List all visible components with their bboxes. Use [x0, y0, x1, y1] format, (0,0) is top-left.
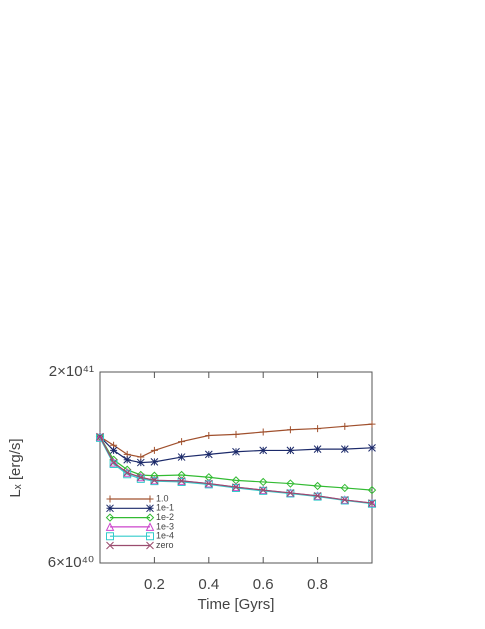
x-tick-label: 0.6 [253, 576, 274, 593]
legend-marker [106, 532, 114, 541]
legend-marker [146, 541, 154, 550]
legend-marker [145, 522, 155, 531]
legend-label: 1e-2 [156, 512, 174, 522]
y-axis-label: Lₓ [erg/s] [7, 438, 24, 497]
legend-label: 1e-4 [156, 531, 174, 541]
marker [232, 430, 240, 438]
marker [232, 447, 240, 456]
marker [286, 446, 295, 455]
marker [150, 446, 158, 454]
marker [150, 471, 159, 480]
legend-marker [146, 532, 154, 541]
marker [136, 473, 145, 482]
marker [313, 481, 322, 491]
marker [314, 425, 322, 433]
marker [286, 426, 294, 434]
legend-marker [145, 513, 155, 522]
legend-label: 1e-1 [156, 503, 174, 513]
marker [368, 443, 376, 452]
marker [109, 459, 118, 468]
marker [123, 455, 132, 464]
marker [96, 432, 104, 441]
marker [177, 477, 186, 486]
x-axis-label: Time [Gyrs] [198, 596, 275, 613]
legend-marker [146, 504, 154, 513]
legend-label: 1e-3 [156, 521, 174, 531]
marker [259, 446, 268, 455]
marker [123, 470, 132, 479]
marker [258, 477, 268, 487]
marker [204, 450, 213, 459]
marker [204, 479, 213, 488]
marker [177, 453, 186, 461]
plot-frame [99, 371, 373, 564]
legend-label: zero [156, 540, 174, 550]
marker [204, 480, 213, 489]
legend-marker [106, 541, 114, 550]
marker [367, 485, 377, 495]
marker [368, 420, 376, 428]
y-tick-label: 2×10⁴¹ [49, 363, 94, 380]
marker [368, 499, 376, 507]
marker [340, 445, 349, 453]
marker [313, 445, 322, 453]
marker [109, 458, 118, 467]
marker [178, 438, 186, 446]
marker [259, 428, 267, 436]
marker [123, 468, 132, 477]
legend-marker [146, 495, 154, 503]
marker [340, 496, 349, 505]
series-line [99, 436, 373, 504]
marker [341, 422, 349, 430]
legend-marker [105, 513, 115, 522]
x-tick-label: 0.4 [198, 576, 219, 593]
marker [95, 432, 105, 441]
x-tick-label: 0.2 [144, 576, 165, 593]
legend-marker [105, 522, 115, 531]
marker [109, 457, 118, 467]
marker [340, 483, 350, 493]
legend-marker [106, 495, 114, 503]
legend-marker [106, 504, 114, 513]
series-line [99, 436, 373, 504]
marker [150, 477, 159, 486]
marker [259, 486, 268, 494]
marker [177, 477, 186, 485]
y-tick-label: 6×10⁴⁰ [48, 554, 94, 571]
marker [259, 486, 268, 495]
marker [313, 492, 322, 500]
marker [232, 483, 240, 491]
marker [136, 474, 145, 483]
marker [136, 458, 145, 467]
marker [286, 489, 295, 497]
marker [96, 433, 104, 442]
legend-label: 1.0 [156, 493, 169, 503]
marker [150, 458, 159, 466]
marker [368, 499, 376, 508]
marker [286, 489, 295, 498]
marker [232, 483, 240, 492]
x-tick-label: 0.8 [307, 576, 328, 593]
marker [205, 432, 213, 440]
marker [340, 496, 349, 504]
marker [150, 476, 159, 485]
marker [109, 446, 118, 455]
marker [286, 479, 295, 488]
marker [313, 492, 322, 501]
